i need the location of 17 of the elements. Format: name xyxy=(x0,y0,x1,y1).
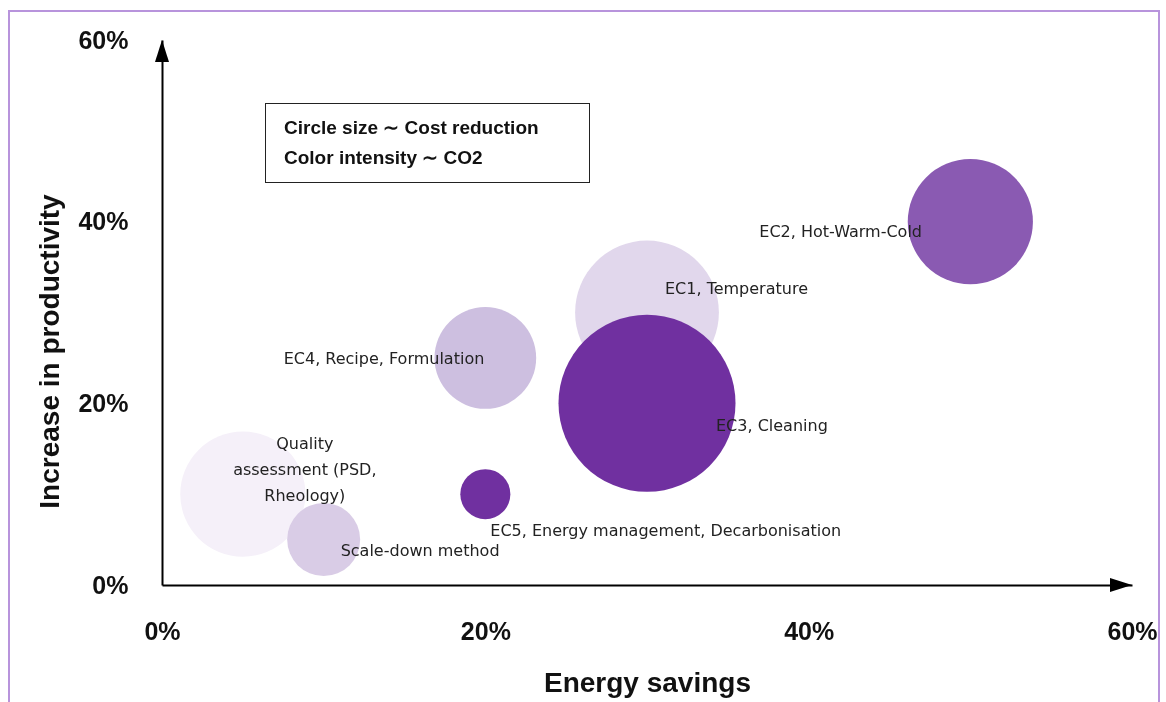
x-tick-label: 20% xyxy=(460,616,511,645)
y-axis-title: Increase in productivity xyxy=(33,193,65,509)
annotation: Color intensity ∼ CO2 xyxy=(284,146,484,170)
x-tick-label: 0% xyxy=(144,616,181,645)
y-tick-label: 40% xyxy=(78,207,129,236)
x-tick-label: 60% xyxy=(1107,616,1158,645)
x-tick-label: 40% xyxy=(784,616,835,645)
series-label: EC1, Temperature xyxy=(665,278,808,298)
annotation: Circle size ∼ Cost reduction xyxy=(284,116,539,140)
series-label: Scale-down method xyxy=(340,540,500,560)
series-label: EC5, Energy management, Decarbonisation xyxy=(490,521,842,541)
series-label: Quality assessment (PSD, Rheology) xyxy=(233,434,377,506)
y-tick-label: 0% xyxy=(92,570,129,599)
y-tick-label: 60% xyxy=(78,25,129,54)
x-axis-title: Energy savings xyxy=(544,666,751,698)
text: EC4, Recipe, Formulation xyxy=(283,348,485,368)
y-tick-label: 20% xyxy=(78,388,129,417)
